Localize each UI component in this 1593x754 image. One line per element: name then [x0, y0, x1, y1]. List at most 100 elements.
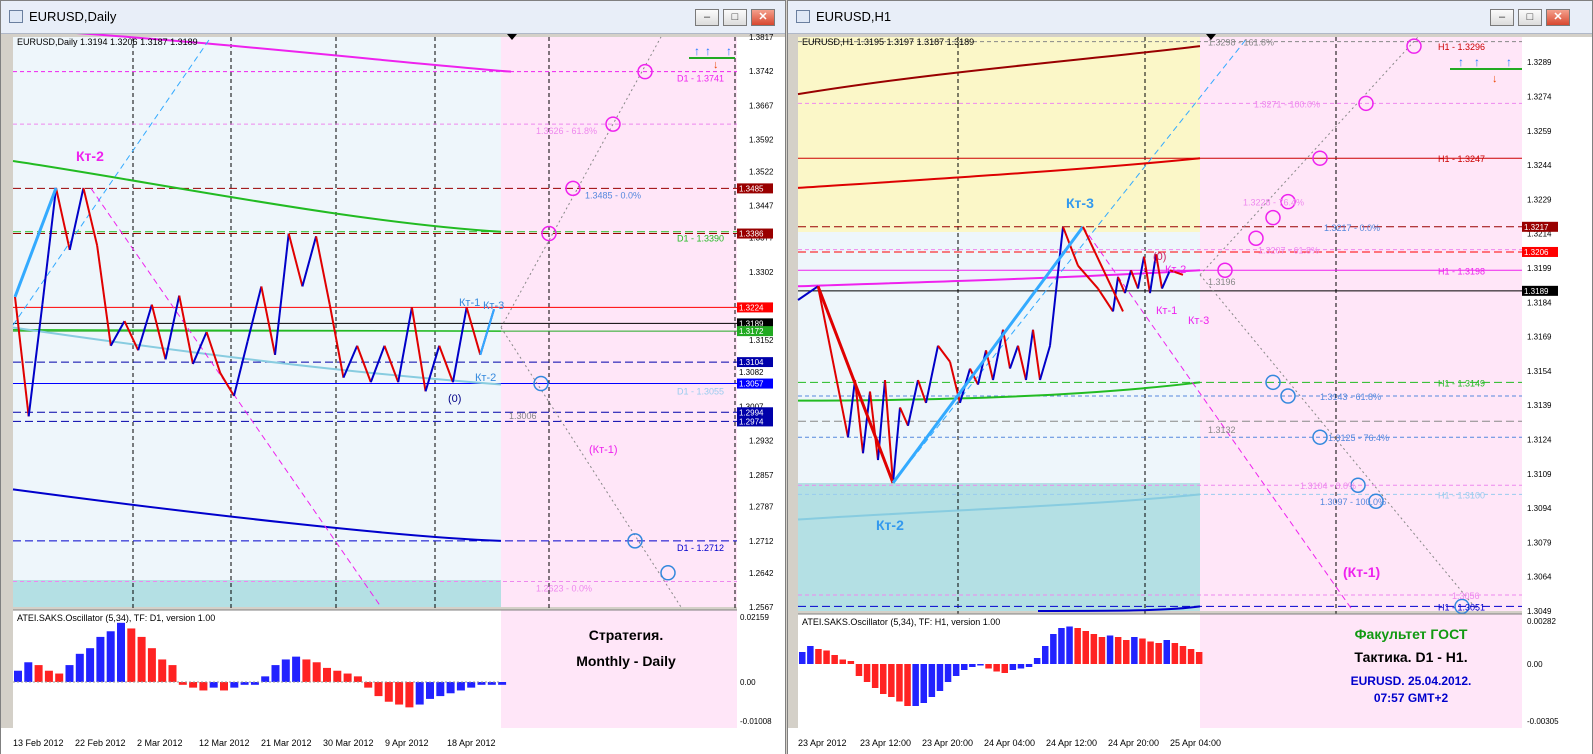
price-segment [96, 245, 112, 346]
y-tick-label: 1.3184 [1527, 298, 1552, 307]
osc-bar [1033, 658, 1041, 664]
target-circle [1248, 230, 1264, 246]
target-circle [627, 533, 643, 549]
osc-bar [1050, 634, 1057, 664]
projection-line [1199, 36, 1419, 276]
price-segment [1062, 226, 1079, 267]
osc-bar [1155, 643, 1162, 664]
x-tick-label: 13 Feb 2012 [13, 738, 64, 748]
x-tick-label: 23 Apr 2012 [798, 738, 847, 748]
wave-label: Кт-2 [876, 517, 904, 533]
chart-window-h1[interactable]: EURUSD,H1 – □ ✕ 1.3289 1.3274 1.3259 1.3244… [787, 0, 1593, 754]
price-segment [1143, 256, 1151, 294]
close-button[interactable]: ✕ [1546, 9, 1570, 26]
osc-bar [1017, 664, 1025, 669]
ma-green-flat [12, 329, 502, 332]
target-circle [637, 63, 653, 80]
price-axis [737, 37, 785, 749]
y-tick-label: 1.3274 [1527, 92, 1552, 101]
target-circle [1217, 262, 1233, 279]
price-segment [1025, 329, 1034, 381]
osc-bar [498, 682, 507, 685]
faculty-date: EURUSD. 25.04.2012. [1351, 674, 1472, 688]
price-label-box [737, 416, 773, 427]
strategy-title: Стратегия. [589, 627, 663, 643]
level-annotation: 1.3485 - 0.0% [585, 190, 641, 200]
y-tick-label: 1.3139 [1527, 401, 1552, 410]
osc-bar [34, 665, 43, 682]
price-label: 1.3189 [1524, 287, 1549, 296]
chart-window-daily[interactable]: EURUSD,Daily – □ ✕ 1.3817 1.3742 1.3667 1.3… [0, 0, 786, 754]
price-label-box [737, 318, 773, 329]
target-circle [1312, 150, 1328, 166]
price-segment [356, 345, 372, 383]
price-segment [1002, 329, 1011, 369]
oscillator-future [501, 610, 737, 728]
price-segment [1124, 270, 1132, 294]
osc-bar [815, 649, 822, 664]
price-label-box [737, 302, 773, 313]
osc-bar [436, 682, 445, 697]
maximize-button[interactable]: □ [723, 9, 747, 26]
level-annotation: H1 - 1.3247 [1438, 154, 1485, 164]
osc-tick: -0.00305 [1527, 717, 1559, 726]
support-zone [13, 580, 501, 607]
minimize-button[interactable]: – [1490, 9, 1514, 26]
osc-bar [1171, 643, 1179, 664]
y-tick-label: 1.3109 [1527, 470, 1552, 479]
price-segment [342, 345, 359, 379]
tactic-title: Тактика. D1 - H1. [1354, 649, 1467, 665]
maximize-button[interactable]: □ [1518, 9, 1542, 26]
osc-bar [1090, 634, 1098, 664]
price-segment [1039, 345, 1051, 381]
trend-line [1082, 226, 1354, 612]
osc-bar [944, 664, 952, 682]
target-circle [1280, 193, 1296, 210]
y-tick-label: 1.3817 [749, 34, 774, 42]
wave-label: (Кт-1) [589, 444, 618, 456]
osc-tick: 0.00282 [1527, 617, 1556, 626]
x-tick-label: 24 Apr 20:00 [1108, 738, 1159, 748]
osc-bar [312, 662, 321, 682]
minimize-button[interactable]: – [695, 9, 719, 26]
ma-lightblue [797, 493, 1201, 521]
price-segment [246, 286, 263, 342]
osc-bar [189, 682, 198, 688]
osc-bar [353, 676, 362, 682]
osc-bar [106, 631, 115, 682]
price-label: 1.2974 [739, 417, 764, 426]
level-annotation: H1 - 1.3100 [1438, 490, 1485, 500]
close-button[interactable]: ✕ [751, 9, 775, 26]
level-annotation: H1 - 1.3296 [1438, 42, 1485, 52]
price-label: 1.3172 [739, 327, 764, 336]
title-bar-h1[interactable]: EURUSD,H1 – □ ✕ [788, 1, 1592, 34]
osc-bar [993, 664, 1000, 672]
target-circle [1280, 388, 1296, 404]
y-tick-label: 1.3742 [749, 67, 774, 76]
h1-chart-canvas[interactable]: 1.3289 1.3274 1.3259 1.3244 1.3229 1.3214 1.31… [788, 34, 1592, 754]
osc-bar [323, 667, 331, 682]
daily-chart-canvas[interactable]: 1.3817 1.3742 1.3667 1.3592 1.3522 1.3447 1.33… [1, 34, 785, 754]
osc-bar [920, 664, 927, 703]
price-segment [233, 340, 249, 397]
x-tick-label: 24 Apr 12:00 [1046, 738, 1097, 748]
target-circle [1368, 493, 1384, 509]
price-label: 1.3082 [739, 368, 764, 377]
price-segment [301, 236, 318, 287]
osc-bar [1147, 641, 1154, 664]
title-bar-daily[interactable]: EURUSD,Daily – □ ✕ [1, 1, 785, 34]
osc-bar [847, 661, 855, 664]
osc-bar [1098, 637, 1106, 664]
level-annotation: 1.3056 [1452, 591, 1480, 601]
price-label-box [1522, 246, 1558, 257]
level-annotation: 1.2623 - 0.0% [536, 583, 592, 593]
trend-line [12, 36, 212, 326]
level-annotation: 1.3097 - 100.0% [1320, 497, 1386, 507]
arrow-up-icon: ↑ [1458, 55, 1464, 69]
price-segment [465, 307, 482, 356]
osc-bar [456, 682, 465, 691]
price-segment [1017, 345, 1027, 381]
level-annotation: 1.3217 - 0.0% [1324, 223, 1380, 233]
price-segment [797, 285, 819, 301]
level-annotation: D1 - 1.2712 [677, 543, 724, 553]
